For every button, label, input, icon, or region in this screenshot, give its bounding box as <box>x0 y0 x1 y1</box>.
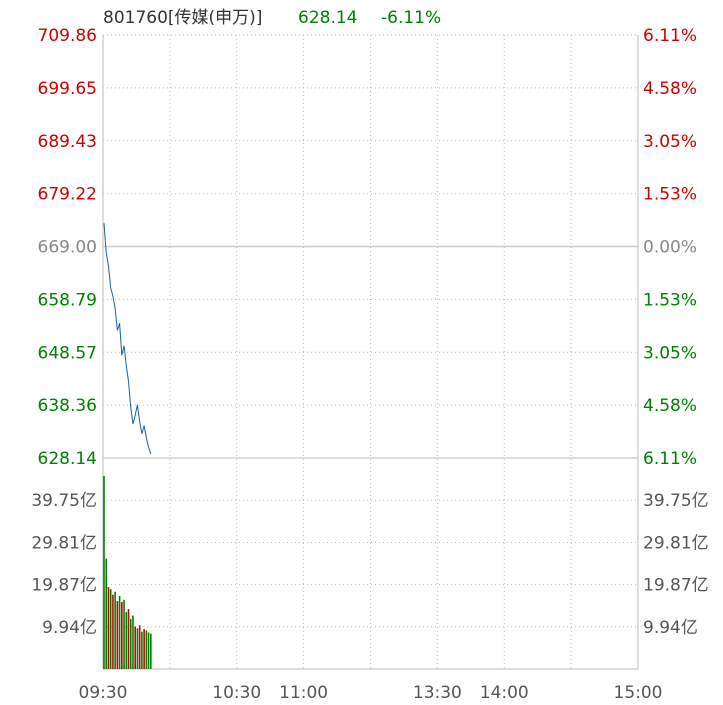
percent-tick-label: 4.58% <box>643 396 697 416</box>
price-tick-label: 628.14 <box>38 449 97 469</box>
volume-tick-label-right: 29.81亿 <box>643 533 709 553</box>
volume-tick-label: 19.87亿 <box>31 576 97 596</box>
price-change-percent: -6.11% <box>381 8 441 28</box>
time-tick-label: 11:00 <box>279 683 328 703</box>
time-axis: 09:30 10:30 11:00 13:30 14:00 15:00 <box>79 683 663 703</box>
volume-bars <box>103 475 152 669</box>
percent-tick-label: 1.53% <box>643 185 697 205</box>
volume-tick-label: 39.75亿 <box>31 491 97 511</box>
price-tick-label: 658.79 <box>38 290 97 310</box>
percent-axis: 6.11% 4.58% 3.05% 1.53% 0.00% 1.53% 3.05% 4.58%… <box>643 26 697 469</box>
price-tick-label: 689.43 <box>38 132 97 152</box>
percent-tick-label: 6.11% <box>643 26 697 46</box>
time-tick-label: 10:30 <box>212 683 261 703</box>
price-series-line <box>103 223 152 455</box>
volume-tick-label: 29.81亿 <box>31 533 97 553</box>
volume-tick-label-right: 9.94亿 <box>643 618 698 638</box>
time-tick-label: 14:00 <box>480 683 529 703</box>
price-tick-label: 709.86 <box>38 26 97 46</box>
price-tick-label: 648.57 <box>38 343 97 363</box>
time-tick-label: 15:00 <box>614 683 663 703</box>
percent-tick-label: 1.53% <box>643 290 697 310</box>
current-price: 628.14 <box>298 8 357 28</box>
volume-axis: 39.75亿 39.75亿 29.81亿 29.81亿 19.87亿 19.87亿 9.94… <box>31 491 708 638</box>
price-axis: 709.86 699.65 689.43 679.22 669.00 658.79 648.… <box>38 26 97 469</box>
price-line <box>103 223 152 455</box>
volume-tick-label-right: 19.87亿 <box>643 576 709 596</box>
grid-lines <box>102 34 639 670</box>
price-tick-label: 669.00 <box>38 238 97 258</box>
percent-tick-label: 6.11% <box>643 449 697 469</box>
percent-tick-label: 0.00% <box>643 238 697 258</box>
percent-tick-label: 3.05% <box>643 343 697 363</box>
price-tick-label: 699.65 <box>38 79 97 99</box>
time-tick-label: 13:30 <box>413 683 462 703</box>
volume-tick-label-right: 39.75亿 <box>643 491 709 511</box>
time-tick-label: 09:30 <box>79 683 128 703</box>
percent-tick-label: 3.05% <box>643 132 697 152</box>
price-tick-label: 638.36 <box>38 396 97 416</box>
volume-tick-label: 9.94亿 <box>42 618 97 638</box>
price-tick-label: 679.22 <box>38 185 97 205</box>
percent-tick-label: 4.58% <box>643 79 697 99</box>
chart-title: 801760[传媒(申万)] <box>103 8 262 28</box>
